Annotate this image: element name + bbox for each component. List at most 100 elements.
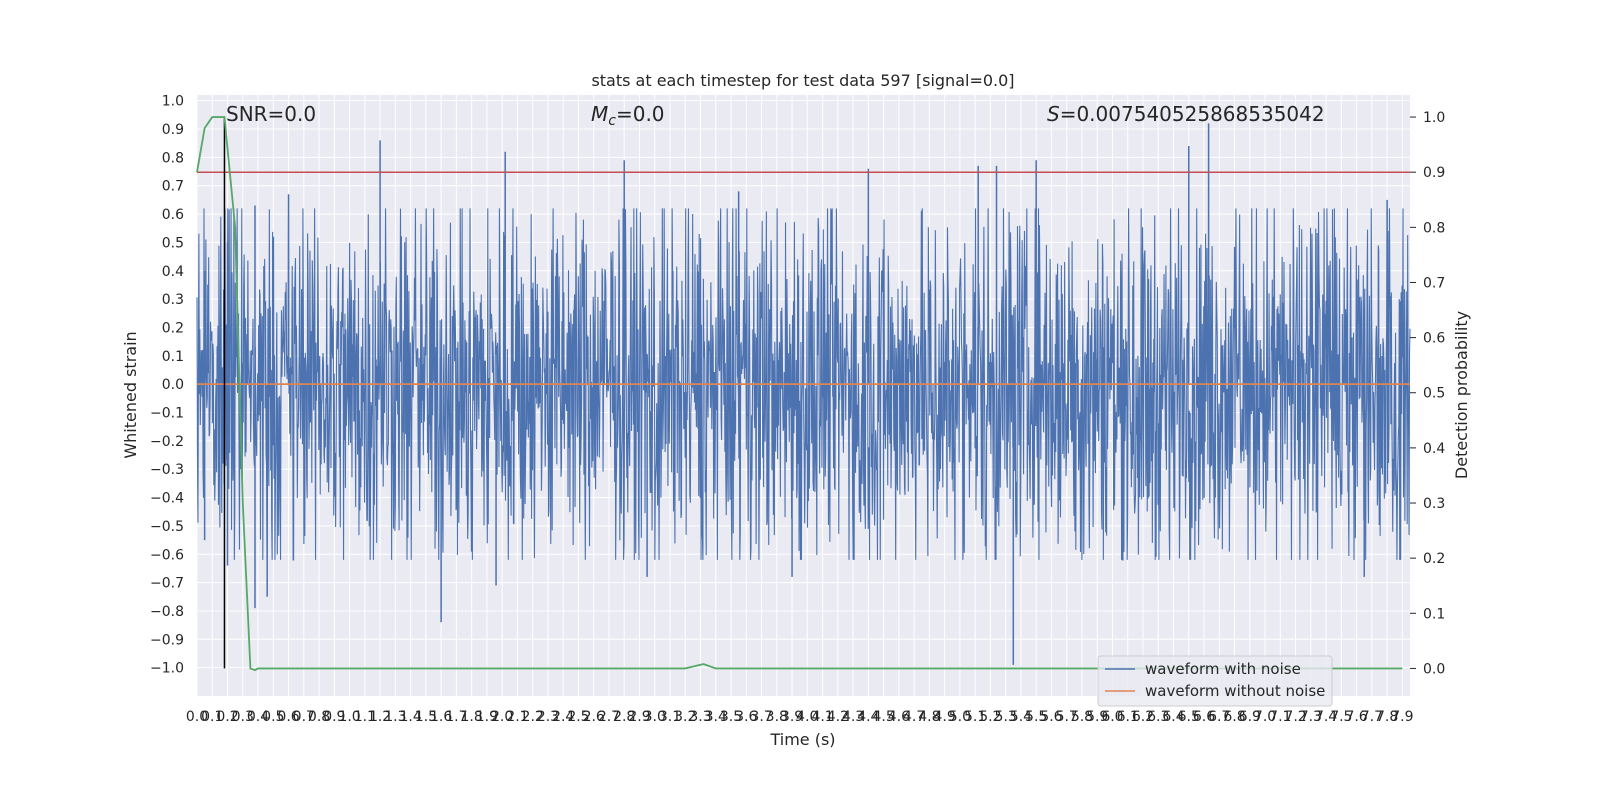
x-tick-label: 2.1 [506,709,528,725]
x-tick-label: 3.0 [644,709,666,725]
legend-label-clean: waveform without noise [1145,682,1325,700]
score-symbol: S [1047,102,1060,126]
x-tick-label: 4.8 [918,709,940,725]
chirp-mass-subscript: c [608,113,616,129]
y-tick-label: 0.4 [162,264,184,280]
y-tick-layer: −1.0 −0.9 −0.8 −0.7 −0.6 −0.5 −0.4 −0.3 −0.2 −0.1… [150,94,184,677]
x-tick-label: 1.1 [354,709,376,725]
x-axis-label: Time (s) [769,730,835,749]
score-annotation: S=0.007540525868535042 [1047,102,1325,126]
y2-tick-label: 0.4 [1423,441,1445,457]
x-tick-label: 6.1 [1117,709,1139,725]
x-tick-layer: 0.00.10.20.30.40.50.60.70.80.91.01.11.21… [186,709,1414,725]
x-tick-label: 4.4 [857,709,879,725]
detection-probability-line [196,116,1403,672]
x-tick-label: 7.7 [1361,709,1383,725]
x-tick-label: 4.3 [842,709,864,725]
x-tick-label: 1.2 [369,709,391,725]
score-value: =0.007540525868535042 [1060,102,1325,126]
legend: waveform with noise waveform without noi… [1097,655,1333,707]
y2-tick-label: 0.5 [1423,386,1445,402]
x-tick-label: 2.7 [598,709,620,725]
x-tick-label: 3.9 [781,709,803,725]
y-axis-label: Whitened strain [121,331,140,458]
x-tick-label: 0.0 [186,709,208,725]
chirp-mass-annotation: Mc=0.0 [591,102,665,129]
x-tick-label: 0.3 [232,709,254,725]
x-tick-label: 0.7 [293,709,315,725]
x-tick-label: 1.9 [476,709,498,725]
y2-tick-label: 0.2 [1423,551,1445,567]
x-tick-label: 6.4 [1162,709,1184,725]
x-tick-label: 0.8 [308,709,330,725]
x-tick-label: 5.1 [964,709,986,725]
x-tick-label: 7.6 [1345,709,1367,725]
x-tick-label: 4.2 [827,709,849,725]
legend-box [1097,655,1333,707]
x-tick-label: 1.3 [384,709,406,725]
x-tick-label: 4.9 [934,709,956,725]
x-tick-label: 7.0 [1254,709,1276,725]
y-tick-label: −0.8 [150,604,184,620]
y-tick-label: 0.8 [162,150,184,166]
y2-axis-label: Detection probability [1452,311,1471,479]
x-tick-label: 1.8 [461,709,483,725]
x-tick-label: 4.0 [796,709,818,725]
x-tick-label: 5.3 [995,709,1017,725]
x-tick-label: 0.6 [277,709,299,725]
y2-tick-label: 1.0 [1423,110,1445,126]
x-tick-label: 6.2 [1132,709,1154,725]
x-tick-label: 7.2 [1284,709,1306,725]
x-tick-label: 2.3 [537,709,559,725]
y-tick-label: −0.6 [150,547,184,563]
x-tick-label: 0.4 [247,709,269,725]
x-tick-label: 6.9 [1239,709,1261,725]
x-tick-label: 3.2 [674,709,696,725]
x-tick-label: 2.6 [583,709,605,725]
x-tick-label: 5.4 [1010,709,1032,725]
chart-title: stats at each timestep for test data 597… [591,71,1014,90]
data-layer [196,116,1411,672]
x-tick-label: 0.1 [201,709,223,725]
y-tick-label: 0.5 [162,235,184,251]
x-tick-label: 3.8 [766,709,788,725]
y-tick-label: 0.7 [162,179,184,195]
x-tick-label: 1.5 [415,709,437,725]
chirp-mass-symbol: M [591,102,608,126]
y-tick-label: −0.1 [150,406,184,422]
legend-label-noise: waveform with noise [1145,660,1301,678]
x-tick-label: 6.5 [1178,709,1200,725]
x-tick-label: 0.5 [262,709,284,725]
y2-tick-label: 0.0 [1423,661,1445,677]
x-tick-label: 7.3 [1300,709,1322,725]
noisy-waveform-line [196,208,1411,561]
y-tick-label: −0.7 [150,576,184,592]
x-tick-label: 4.7 [903,709,925,725]
y-tick-label: −1.0 [150,661,184,677]
x-tick-label: 6.6 [1193,709,1215,725]
x-tick-label: 3.7 [750,709,772,725]
y2-tick-label: 0.3 [1423,496,1445,512]
x-tick-label: 5.2 [979,709,1001,725]
x-tick-label: 5.5 [1025,709,1047,725]
x-tick-label: 0.9 [323,709,345,725]
y-tick-label: 0.1 [162,349,184,365]
x-tick-label: 3.1 [659,709,681,725]
x-tick-label: 1.0 [338,709,360,725]
y-tick-label: 1.0 [162,94,184,110]
x-tick-label: 7.1 [1269,709,1291,725]
y-tick-label: −0.2 [150,434,184,450]
y-tick-label: 0.2 [162,320,184,336]
x-tick-label: 3.4 [705,709,727,725]
x-tick-label: 4.6 [888,709,910,725]
x-tick-label: 4.5 [872,709,894,725]
y2-tick-label: 0.8 [1423,220,1445,236]
x-tick-label: 7.9 [1391,709,1413,725]
y2-tick-label: 0.6 [1423,331,1445,347]
x-tick-label: 2.0 [491,709,513,725]
y2-tick-layer: 0.0 0.1 0.2 0.3 0.4 0.5 0.6 0.7 0.8 0.9 1.0 [1410,110,1445,677]
x-tick-label: 2.4 [552,709,574,725]
y2-tick-label: 0.7 [1423,275,1445,291]
x-tick-label: 7.4 [1315,709,1337,725]
